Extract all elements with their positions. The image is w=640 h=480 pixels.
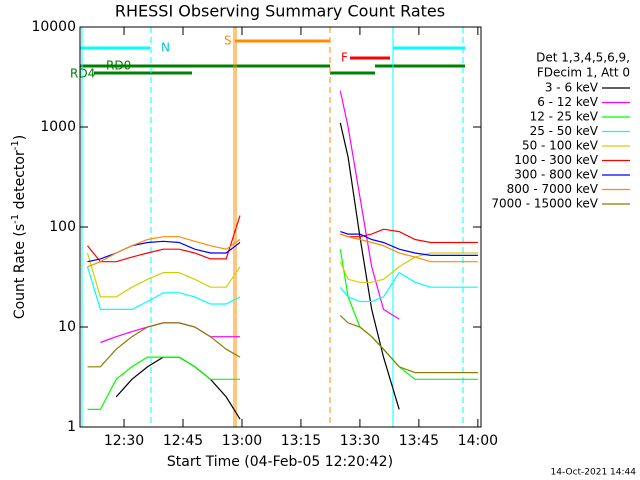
vertical-markers: [81, 27, 464, 427]
y-tick-label: 1000: [40, 119, 76, 135]
series-line: [87, 315, 478, 374]
flags: [80, 39, 465, 75]
legend-label: 6 - 12 keV: [537, 95, 599, 109]
legend-label: 300 - 800 keV: [514, 168, 598, 182]
y-tick-label: 10: [58, 319, 76, 335]
x-tick-label: 12:30: [104, 433, 144, 449]
x-axis-label: Start Time (04-Feb-05 12:20:42): [167, 454, 393, 470]
x-tick-label: 13:30: [340, 433, 380, 449]
legend-header: Det 1,3,4,5,6,9,: [536, 51, 630, 65]
x-tick-label: 14:00: [458, 433, 498, 449]
legend-header: FDecim 1, Att 0: [537, 66, 630, 80]
series-line: [87, 233, 478, 268]
footer: 14-Oct-2021 14:44: [551, 468, 637, 478]
chart-title: RHESSI Observing Summary Count Rates: [115, 2, 445, 21]
legend-label: 25 - 50 keV: [530, 124, 599, 138]
flag-label: RD0: [106, 59, 131, 73]
plot-frame: [79, 26, 482, 428]
x-tick-label: 13:15: [281, 433, 321, 449]
x-tick-label: 13:00: [222, 433, 262, 449]
flag-label: RD4: [70, 67, 95, 81]
legend-label: 100 - 300 keV: [514, 153, 598, 167]
legend-label: 12 - 25 keV: [530, 110, 599, 124]
y-axis-label: Count Rate (s-1 detector-1): [10, 135, 28, 319]
series-line: [87, 231, 478, 263]
legend-label: 50 - 100 keV: [522, 139, 599, 153]
flag-label: N: [161, 41, 170, 55]
flag-label: S: [224, 34, 232, 48]
x-tick-label: 13:45: [399, 433, 439, 449]
flag-label: F: [341, 51, 348, 65]
series-line: [100, 90, 400, 344]
series-line: [115, 122, 400, 420]
series-line: [86, 266, 478, 310]
y-tick-label: 10000: [31, 19, 76, 35]
y-tick-label: 1: [67, 419, 76, 435]
series-line: [87, 249, 478, 410]
x-tick-label: 12:45: [163, 433, 203, 449]
series-line: [86, 252, 478, 298]
series-line: [87, 215, 478, 263]
legend-label: 800 - 7000 keV: [507, 182, 599, 196]
y-tick-label: 100: [49, 219, 76, 235]
legend-label: 3 - 6 keV: [545, 81, 599, 95]
legend-label: 7000 - 15000 keV: [491, 197, 598, 211]
